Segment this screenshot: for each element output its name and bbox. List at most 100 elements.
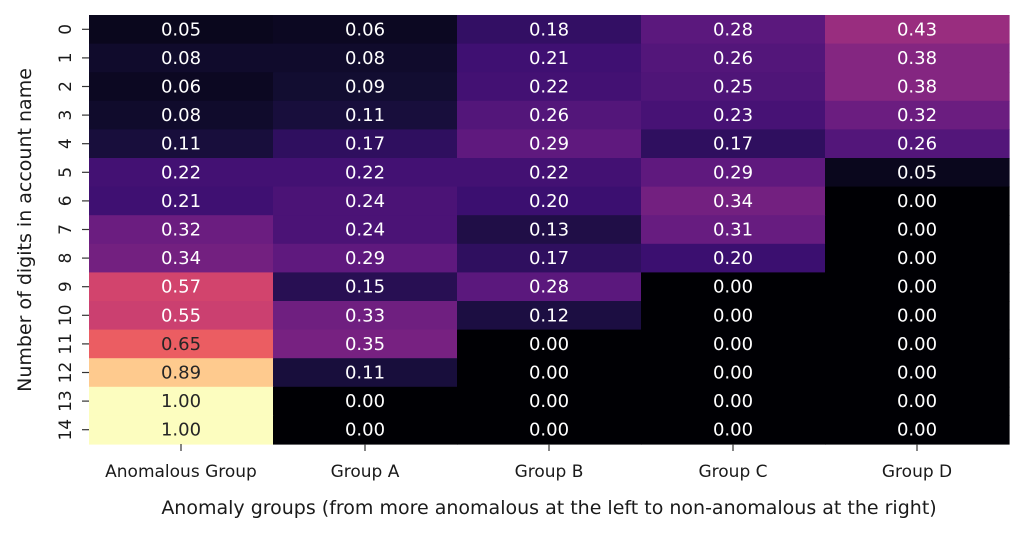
x-tick-label: Group D (882, 462, 952, 482)
heatmap-cell (641, 272, 826, 302)
heatmap-cell (825, 100, 1010, 130)
cell-value-label: 0.00 (897, 277, 937, 298)
heatmap-cell (89, 301, 274, 331)
heatmap-cell (641, 129, 826, 159)
heatmap-cell (273, 358, 458, 388)
heatmap-cell (825, 329, 1010, 359)
heatmap-cell (457, 158, 642, 188)
cell-value-label: 0.23 (713, 105, 753, 126)
cell-value-label: 0.17 (345, 134, 385, 155)
heatmap-cell (89, 215, 274, 245)
cell-value-label: 0.55 (161, 305, 201, 326)
cell-value-label: 0.28 (529, 277, 569, 298)
heatmap-cell (273, 215, 458, 245)
cell-value-label: 0.13 (529, 220, 569, 241)
heatmap-cell (273, 301, 458, 331)
heatmap-cell (457, 15, 642, 45)
x-tick-label: Group A (331, 462, 400, 482)
y-tick-label: 4 (56, 138, 76, 149)
cell-value-label: 0.00 (713, 420, 753, 441)
cell-value-label: 0.17 (713, 134, 753, 155)
y-tick-label: 14 (56, 419, 76, 441)
heatmap-cell (825, 415, 1010, 445)
y-tick-label: 12 (56, 362, 76, 384)
heatmap-cell (825, 186, 1010, 216)
heatmap-cell (89, 129, 274, 159)
cell-value-label: 0.32 (161, 220, 201, 241)
heatmap-cell (825, 243, 1010, 273)
y-tick-label: 1 (56, 52, 76, 63)
cell-value-label: 0.08 (161, 105, 201, 126)
cell-value-label: 0.00 (529, 420, 569, 441)
heatmap-cell (457, 129, 642, 159)
heatmap-cell (89, 158, 274, 188)
heatmap-cell (457, 186, 642, 216)
cell-value-label: 0.26 (529, 105, 569, 126)
y-tick-label: 13 (56, 390, 76, 412)
heatmap-cell (273, 415, 458, 445)
cell-value-label: 0.00 (529, 391, 569, 412)
heatmap-cell (89, 186, 274, 216)
y-tick-label: 7 (56, 224, 76, 235)
y-tick-label: 11 (56, 333, 76, 355)
x-axis-ticks: Anomalous Group Group A Group B Group C Grou… (105, 444, 952, 482)
cell-value-label: 0.05 (161, 19, 201, 40)
heatmap-cell (89, 415, 274, 445)
heatmap-cell (641, 186, 826, 216)
heatmap-cell (273, 272, 458, 302)
cell-value-label: 0.00 (713, 305, 753, 326)
cell-value-label: 0.65 (161, 334, 201, 355)
cell-value-label: 0.38 (897, 77, 937, 98)
cell-value-label: 0.00 (897, 334, 937, 355)
cell-value-label: 0.34 (713, 191, 753, 212)
heatmap-cell (641, 100, 826, 130)
heatmap-cell (273, 158, 458, 188)
cell-value-label: 0.29 (529, 134, 569, 155)
cell-value-label: 0.11 (161, 134, 201, 155)
cell-value-label: 0.06 (161, 77, 201, 98)
cell-value-label: 0.00 (345, 420, 385, 441)
cell-value-label: 0.06 (345, 19, 385, 40)
heatmap-cell (457, 100, 642, 130)
cell-value-label: 0.12 (529, 305, 569, 326)
cell-value-label: 0.00 (897, 248, 937, 269)
heatmap-cell (89, 358, 274, 388)
heatmap-cell (641, 358, 826, 388)
heatmap-cell (825, 43, 1010, 73)
y-tick-label: 0 (56, 24, 76, 35)
heatmap-cell (457, 272, 642, 302)
heatmap-cell (89, 329, 274, 359)
y-tick-label: 3 (56, 110, 76, 121)
cell-value-label: 0.11 (345, 105, 385, 126)
cell-value-label: 1.00 (161, 420, 201, 441)
cell-value-label: 0.26 (897, 134, 937, 155)
heatmap-cell (825, 158, 1010, 188)
cell-value-label: 1.00 (161, 391, 201, 412)
cell-value-label: 0.00 (713, 277, 753, 298)
cell-value-label: 0.00 (529, 334, 569, 355)
cell-value-label: 0.00 (713, 334, 753, 355)
cell-annotations: 0.05 0.06 0.18 0.28 0.43 0.08 0.08 0.21 0.26 0.38… (161, 19, 937, 440)
heatmap-cell (273, 15, 458, 45)
cell-value-label: 0.22 (161, 162, 201, 183)
heatmap-cell (89, 43, 274, 73)
heatmap-cell (89, 243, 274, 273)
x-tick-label: Group C (698, 462, 767, 482)
y-tick-label: 2 (56, 81, 76, 92)
heatmap-cell (457, 358, 642, 388)
heatmap-cell (825, 215, 1010, 245)
heatmap-cells (89, 15, 1010, 445)
cell-value-label: 0.00 (897, 220, 937, 241)
cell-value-label: 0.22 (529, 77, 569, 98)
y-tick-label: 8 (56, 253, 76, 264)
y-tick-label: 10 (56, 304, 76, 326)
heatmap-cell (457, 329, 642, 359)
heatmap-cell (273, 100, 458, 130)
cell-value-label: 0.34 (161, 248, 201, 269)
heatmap-cell (273, 243, 458, 273)
cell-value-label: 0.35 (345, 334, 385, 355)
cell-value-label: 0.33 (345, 305, 385, 326)
heatmap-cell (273, 386, 458, 416)
heatmap-cell (825, 129, 1010, 159)
